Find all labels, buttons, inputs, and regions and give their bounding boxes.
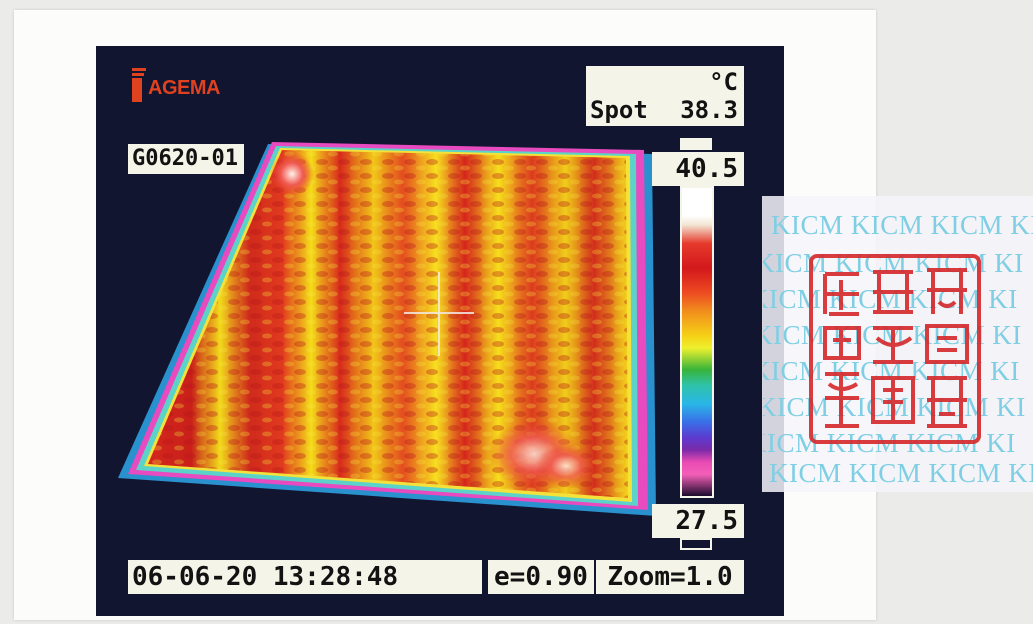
scale-max: 40.5 — [652, 152, 744, 186]
spot-label: Spot — [590, 96, 648, 124]
temperature-colorbar — [680, 186, 714, 498]
capture-datetime: 06-06-20 13:28:48 — [128, 560, 482, 594]
security-sticker: KICM KICM KICM KI KICM KICM KICM KI KICM… — [762, 196, 1033, 492]
emissivity-value: e=0.90 — [488, 560, 594, 594]
scale-bottom-marker — [680, 538, 712, 550]
scale-top-marker — [680, 138, 712, 150]
temperature-unit: °C — [709, 68, 738, 96]
sticker-text-row: KICM KICM KICM KI — [762, 284, 1018, 314]
sticker-text-row: KICM KICM KICM KI — [771, 210, 1033, 240]
scale-min: 27.5 — [652, 504, 744, 538]
zoom-value: Zoom=1.0 — [596, 560, 744, 594]
agema-logo-text: AGEMA — [148, 77, 220, 99]
spot-value: 38.3 — [680, 96, 738, 124]
spot-readout: °C Spot 38.3 — [586, 66, 744, 126]
thermal-image: AGEMA °C Spot 38.3 G0620-01 40.5 27.5 06… — [96, 46, 784, 616]
red-seal-stamp — [809, 254, 981, 444]
agema-logo: AGEMA — [132, 68, 252, 102]
thermal-heatmap — [118, 142, 656, 516]
crosshair-vertical — [438, 272, 440, 356]
spot-crosshair — [404, 272, 474, 356]
image-id: G0620-01 — [128, 144, 244, 174]
agema-logo-mark — [132, 68, 146, 102]
sticker-text-row: KICM KICM KICM KI — [769, 458, 1033, 488]
